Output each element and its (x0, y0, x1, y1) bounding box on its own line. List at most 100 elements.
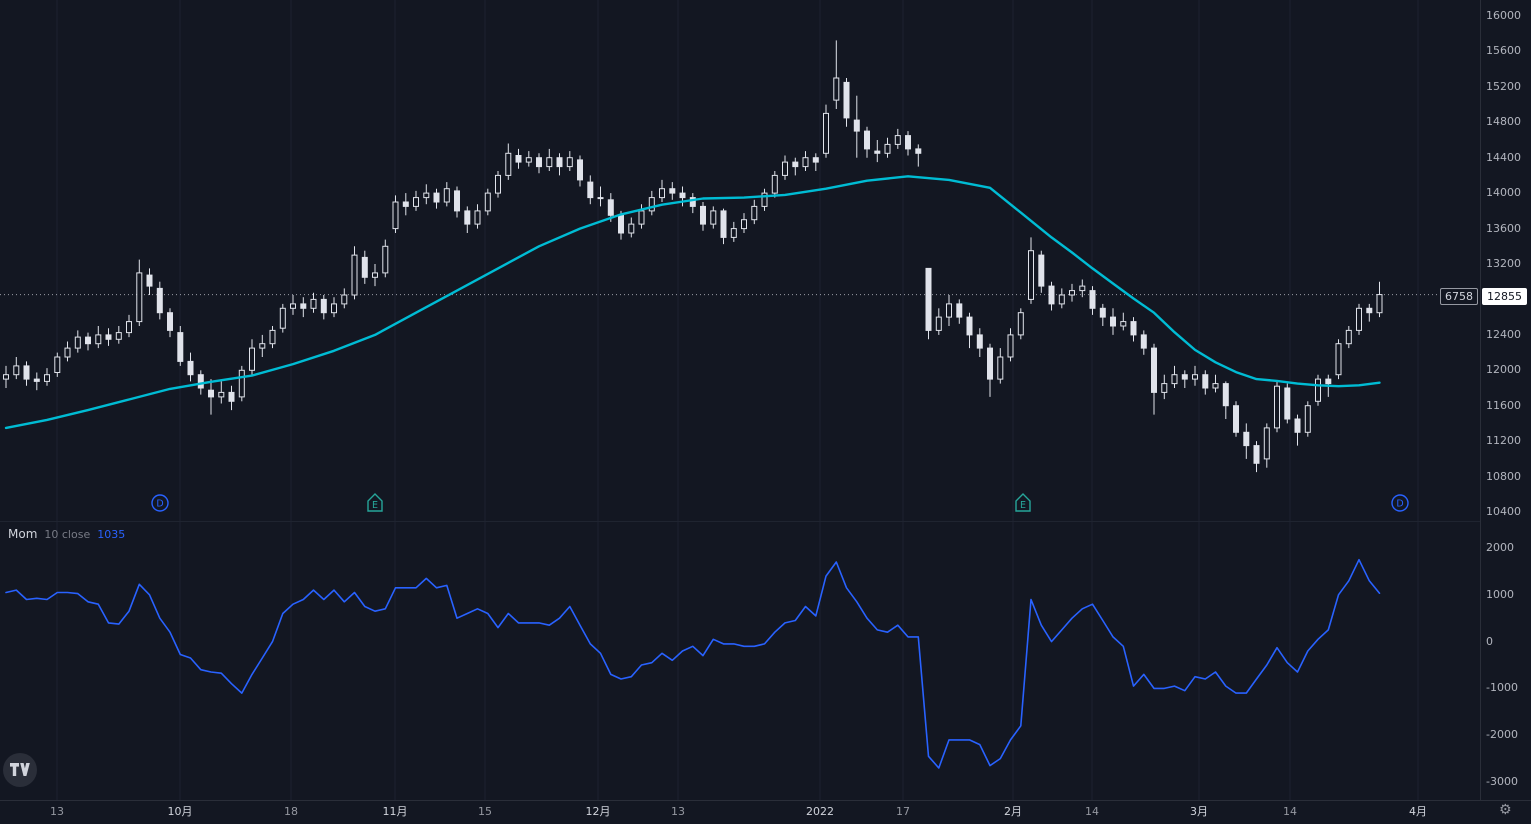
candle-body (946, 303, 952, 318)
price-tick-label: 12400 (1486, 327, 1521, 341)
candle-body (464, 210, 471, 225)
candle-body (976, 334, 983, 349)
earnings-marker-label: E (1020, 500, 1026, 511)
earnings-marker-icon[interactable] (1015, 493, 1031, 512)
candle-body (1017, 312, 1024, 336)
candle-body (95, 334, 102, 345)
candles-series[interactable] (3, 40, 1383, 473)
candle-body (679, 192, 686, 199)
candle-body (146, 274, 153, 287)
candle-body (1212, 383, 1219, 389)
candle-body (495, 174, 501, 194)
time-tick-label: 12月 (585, 805, 611, 818)
candle-body (1140, 334, 1147, 349)
current-price-badge: 12855 (1482, 288, 1527, 305)
candle-body (1171, 374, 1178, 385)
candle-body (1233, 405, 1239, 433)
candle-body (1335, 343, 1342, 376)
candle-body (525, 157, 532, 163)
candle-body (249, 347, 255, 371)
time-tick-label: 18 (284, 805, 298, 818)
time-tick-label: 15 (478, 805, 492, 818)
candle-body (197, 374, 204, 389)
price-tick-label: 13600 (1486, 221, 1521, 235)
candle-body (700, 205, 706, 225)
candle-body (730, 228, 737, 238)
candle-body (167, 312, 173, 331)
candle-body (628, 223, 635, 234)
candle-body (115, 332, 122, 340)
price-tick-label: 14800 (1486, 115, 1521, 129)
candle-body (3, 374, 9, 380)
indicator-name: Mom (8, 527, 38, 541)
candle-body (905, 135, 911, 150)
candle-body (843, 81, 850, 119)
settings-gear-icon[interactable]: ⚙ (1499, 802, 1512, 818)
mom-tick-label: 2000 (1486, 541, 1514, 554)
candle-body (1376, 294, 1383, 314)
candle-body (792, 161, 799, 168)
candle-body (566, 157, 573, 168)
candle-body (1048, 285, 1055, 305)
candle-body (751, 205, 758, 221)
mom-tick-label: 1000 (1486, 587, 1514, 601)
candle-body (218, 391, 225, 398)
candle-body (23, 365, 30, 380)
candle-body (259, 343, 266, 349)
dividend-marker-icon[interactable] (1391, 494, 1409, 512)
price-tick-label: 16000 (1486, 9, 1521, 22)
candle-body (1294, 418, 1301, 433)
time-tick-label: 10月 (167, 805, 193, 818)
mom-tick-label: -2000 (1486, 728, 1518, 742)
time-tick-label: 17 (896, 805, 910, 818)
indicator-legend[interactable]: Mom 10 close 1035 (8, 527, 125, 541)
candle-body (1069, 290, 1075, 296)
candle-body (720, 210, 727, 238)
time-tick-label: 14 (1283, 805, 1297, 818)
candle-body (812, 157, 819, 163)
time-tick-label: 14 (1085, 805, 1099, 818)
mom-tick-label: -3000 (1486, 775, 1518, 788)
candle-body (269, 329, 276, 345)
momentum-line (5, 558, 1381, 769)
time-tick-label: 2月 (1004, 805, 1022, 818)
price-tick-label: 11600 (1486, 398, 1521, 412)
price-tick-label: 10400 (1486, 505, 1521, 518)
time-tick-label: 4月 (1409, 805, 1427, 818)
candle-body (372, 272, 378, 278)
candle-body (331, 303, 337, 314)
candle-body (126, 321, 132, 334)
candle-body (156, 287, 163, 314)
tradingview-logo[interactable] (3, 753, 37, 787)
candle-body (85, 336, 91, 345)
earnings-marker-icon[interactable] (367, 493, 383, 512)
candle-body (1253, 445, 1260, 464)
candle-body (515, 155, 522, 163)
candle-body (1243, 431, 1250, 447)
candle-body (474, 210, 481, 225)
time-tick-label: 3月 (1190, 805, 1208, 818)
time-tick-label: 13 (50, 805, 64, 818)
candle-body (54, 356, 61, 373)
candle-body (1274, 385, 1280, 429)
dividend-marker-icon[interactable] (151, 494, 169, 512)
candle-body (618, 214, 624, 234)
price-tick-label: 12000 (1486, 363, 1521, 377)
candle-body (987, 347, 993, 380)
candle-body (536, 157, 542, 168)
candle-body (1284, 387, 1291, 420)
symbol-countdown-badge: 6758 (1440, 288, 1478, 305)
candle-body (577, 159, 583, 181)
price-tick-label: 15600 (1486, 44, 1521, 58)
candle-body (1028, 250, 1034, 300)
candle-body (74, 336, 81, 349)
candle-body (1151, 347, 1157, 393)
pane-divider[interactable] (0, 521, 1480, 522)
candle-body (320, 298, 327, 314)
time-tick-label: 2022 (806, 805, 834, 818)
indicator-value: 1035 (97, 528, 126, 541)
earnings-marker-label: E (372, 500, 378, 511)
price-tick-label: 15200 (1486, 79, 1521, 93)
price-tick-label: 10800 (1486, 469, 1521, 483)
